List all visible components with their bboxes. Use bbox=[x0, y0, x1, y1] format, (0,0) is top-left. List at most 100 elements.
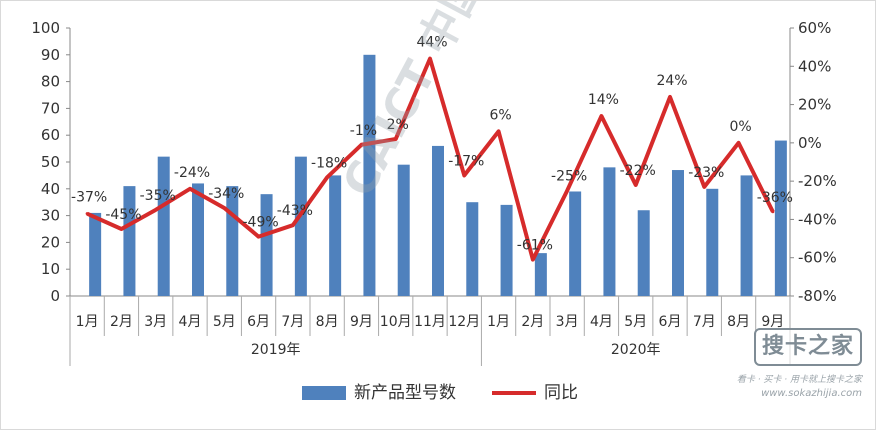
x-category-label: 3月 bbox=[556, 314, 579, 330]
year-label: 2019年 bbox=[251, 342, 301, 358]
bar bbox=[466, 202, 479, 296]
y-left-tick-label: 10 bbox=[41, 260, 60, 278]
line-series bbox=[85, 56, 775, 262]
bar bbox=[774, 140, 787, 296]
x-category-label: 6月 bbox=[247, 314, 270, 330]
line-data-label: -36% bbox=[757, 190, 793, 206]
x-category-label: 5月 bbox=[213, 314, 236, 330]
line-data-label: -35% bbox=[140, 188, 176, 204]
y-right-tick-label: 20% bbox=[798, 96, 831, 114]
line-point bbox=[154, 208, 158, 212]
y-right-tick-label: -40% bbox=[798, 210, 837, 228]
line-point bbox=[394, 137, 398, 141]
bar bbox=[500, 204, 513, 296]
line-point bbox=[428, 57, 432, 61]
line-data-label: -37% bbox=[71, 190, 107, 206]
legend: 新产品型号数 同比 bbox=[302, 383, 578, 403]
line-data-label: -61% bbox=[517, 238, 553, 254]
x-category-label: 3月 bbox=[144, 314, 167, 330]
line-point bbox=[531, 258, 535, 262]
y-right-tick-label: 40% bbox=[798, 57, 831, 75]
y-left-tick-label: 90 bbox=[41, 46, 60, 64]
y-left-tick-label: 40 bbox=[41, 180, 60, 198]
bar-series bbox=[89, 54, 787, 296]
line-point bbox=[771, 210, 775, 214]
y-left-tick-label: 60 bbox=[41, 126, 60, 144]
line-point bbox=[737, 141, 741, 145]
bar bbox=[569, 191, 582, 296]
line-data-label: -23% bbox=[688, 165, 724, 181]
line-point bbox=[222, 206, 226, 210]
bar bbox=[192, 183, 204, 296]
line-data-label: -43% bbox=[277, 203, 313, 219]
line-point bbox=[668, 95, 672, 99]
y-left-tick-label: 80 bbox=[41, 73, 60, 91]
y-right-tick-label: -60% bbox=[798, 249, 837, 267]
x-category-label: 12月 bbox=[448, 314, 480, 330]
x-category-label: 4月 bbox=[179, 314, 202, 330]
line-data-label: -22% bbox=[620, 163, 656, 179]
data-labels: -37%-45% -35% -24% -34% -49%-43% -18%-1% 2% 44%… bbox=[71, 35, 793, 254]
x-category-label: 2月 bbox=[110, 314, 133, 330]
bar bbox=[397, 164, 410, 296]
bar bbox=[89, 212, 102, 296]
line-point bbox=[634, 183, 638, 187]
line-data-label: 2% bbox=[387, 117, 409, 133]
line-data-label: -25% bbox=[551, 169, 587, 185]
line-point bbox=[257, 235, 261, 239]
year-label: 2020年 bbox=[611, 342, 661, 358]
x-axis: 1月 2月 3月 4月 5月 6月 7月 8月 9月 10月 11月 12月 1月 2月 3月 4月 5月 6月 7… bbox=[69, 296, 791, 366]
y-right-tick-label: -20% bbox=[798, 172, 837, 190]
line-data-label: -17% bbox=[448, 153, 484, 169]
line-point bbox=[325, 175, 329, 179]
line-data-label: -45% bbox=[105, 207, 141, 223]
line-point bbox=[188, 187, 192, 191]
bar bbox=[157, 156, 170, 296]
y-right-tick-label: 0% bbox=[798, 134, 822, 152]
y-left-tick-label: 70 bbox=[41, 99, 60, 117]
bar bbox=[123, 186, 136, 296]
line-data-label: -1% bbox=[350, 123, 377, 139]
line-data-label: 24% bbox=[656, 73, 687, 89]
x-category-label: 4月 bbox=[590, 314, 613, 330]
line-point bbox=[119, 227, 123, 231]
x-category-label: 1月 bbox=[487, 314, 510, 330]
y-left-tick-label: 0 bbox=[50, 287, 60, 305]
line-data-label: 6% bbox=[489, 107, 511, 123]
legend-bar-label: 新产品型号数 bbox=[354, 383, 456, 403]
line-data-label: -34% bbox=[208, 186, 244, 202]
legend-bar-swatch bbox=[302, 386, 346, 400]
bar bbox=[603, 167, 616, 296]
line-point bbox=[565, 189, 569, 193]
legend-line-label: 同比 bbox=[544, 383, 578, 403]
x-category-label: 6月 bbox=[659, 314, 682, 330]
x-category-label: 8月 bbox=[727, 314, 750, 330]
line-point bbox=[462, 173, 466, 177]
y-left-tick-label: 50 bbox=[41, 153, 60, 171]
line-point bbox=[497, 129, 501, 133]
x-category-label: 1月 bbox=[76, 314, 99, 330]
line-data-label: -49% bbox=[242, 215, 278, 231]
bar bbox=[226, 186, 239, 296]
y-left-tick-label: 100 bbox=[31, 19, 60, 37]
line-data-label: 14% bbox=[588, 92, 619, 108]
watermark-url: www.sokazhijia.com bbox=[761, 388, 862, 399]
line-point bbox=[599, 114, 603, 118]
bar bbox=[329, 175, 342, 296]
line-data-label: -24% bbox=[174, 165, 210, 181]
x-category-label: 8月 bbox=[316, 314, 339, 330]
x-category-label: 5月 bbox=[624, 314, 647, 330]
x-category-label: 9月 bbox=[761, 314, 784, 330]
bar bbox=[534, 253, 547, 296]
line-data-label: 0% bbox=[729, 119, 751, 135]
x-category-label: 10月 bbox=[380, 314, 412, 330]
bar bbox=[740, 175, 753, 296]
y-left-tick-label: 30 bbox=[41, 207, 60, 225]
x-category-label: 9月 bbox=[350, 314, 373, 330]
bar bbox=[294, 156, 307, 296]
line-point bbox=[85, 212, 89, 216]
y-left-tick-label: 20 bbox=[41, 233, 60, 251]
bar bbox=[432, 145, 444, 296]
y-right-tick-label: -80% bbox=[798, 287, 837, 305]
bar bbox=[672, 170, 684, 296]
